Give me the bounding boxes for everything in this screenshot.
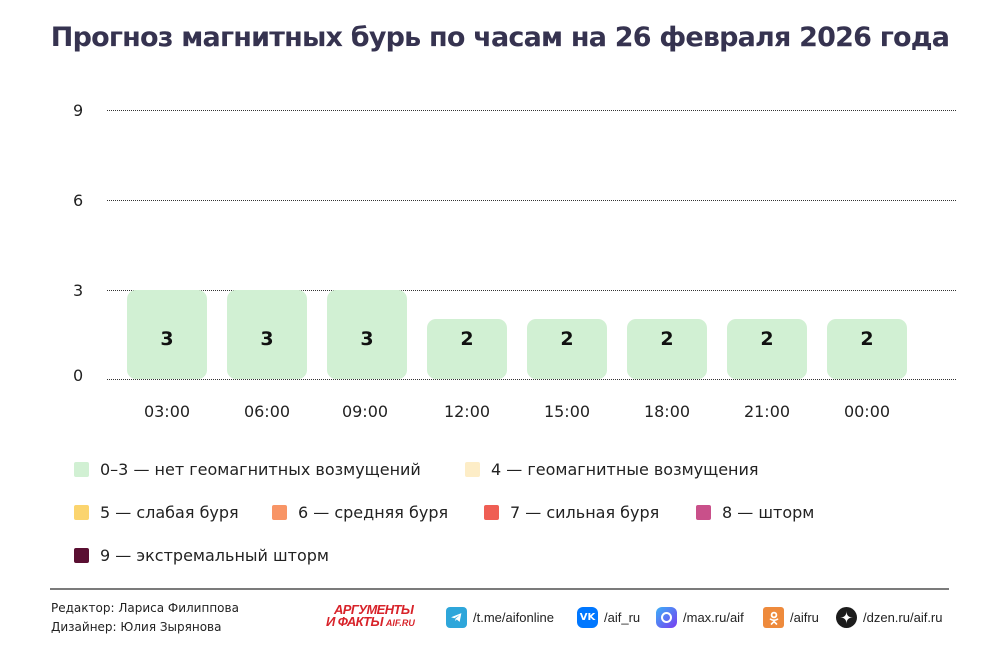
gridline-3 [107, 290, 956, 291]
dzen-icon [836, 607, 857, 628]
bar-value: 2 [560, 328, 574, 350]
social-label: /max.ru/aif [683, 610, 744, 625]
swatch-red [484, 505, 499, 520]
swatch-cream [465, 462, 480, 477]
aif-logo[interactable]: АРГУМЕНТЫ И ФАКТЫ AIF.RU [326, 602, 436, 630]
y-tick-6: 6 [73, 191, 84, 210]
legend-item-4: 4 — геомагнитные возмущения [465, 460, 759, 479]
editor-credit: Редактор: Лариса Филиппова [51, 601, 239, 615]
x-tick: 06:00 [243, 402, 291, 421]
legend-label: 9 — экстремальный шторм [100, 546, 329, 565]
social-label: /dzen.ru/aif.ru [863, 610, 943, 625]
bar-0300: 3 [127, 290, 207, 379]
legend-label: 0–3 — нет геомагнитных возмущений [100, 460, 421, 479]
social-max[interactable]: /max.ru/aif [656, 607, 744, 628]
bar-1800: 2 [627, 319, 707, 379]
social-vk[interactable]: VK /aif_ru [577, 607, 640, 628]
legend-label: 6 — средняя буря [298, 503, 449, 522]
bar-value: 3 [260, 328, 274, 350]
swatch-dark-maroon [74, 548, 89, 563]
x-tick: 03:00 [143, 402, 191, 421]
swatch-magenta [696, 505, 711, 520]
social-telegram[interactable]: /t.me/aifonline [446, 607, 554, 628]
gridline-0 [107, 379, 956, 380]
bar-1500: 2 [527, 319, 607, 379]
logo-line2: И ФАКТЫ [326, 614, 384, 629]
x-tick: 12:00 [443, 402, 491, 421]
social-label: /t.me/aifonline [473, 610, 554, 625]
legend-item-5: 5 — слабая буря [74, 503, 239, 522]
legend-item-0-3: 0–3 — нет геомагнитных возмущений [74, 460, 421, 479]
legend-label: 8 — шторм [722, 503, 815, 522]
bar-2100: 2 [727, 319, 807, 379]
x-tick: 00:00 [843, 402, 891, 421]
credits: Редактор: Лариса Филиппова Дизайнер: Юли… [51, 599, 239, 637]
legend-item-8: 8 — шторм [696, 503, 814, 522]
swatch-green [74, 462, 89, 477]
y-tick-3: 3 [73, 281, 84, 300]
legend-item-7: 7 — сильная буря [484, 503, 659, 522]
social-label: /aifru [790, 610, 819, 625]
vk-icon: VK [577, 607, 598, 628]
legend-label: 7 — сильная буря [510, 503, 660, 522]
telegram-icon [446, 607, 467, 628]
bar-value: 2 [860, 328, 874, 350]
y-tick-9: 9 [73, 101, 84, 120]
social-label: /aif_ru [604, 610, 641, 625]
bar-value: 3 [360, 328, 374, 350]
x-tick: 09:00 [341, 402, 389, 421]
logo-site: AIF.RU [385, 618, 415, 628]
designer-credit: Дизайнер: Юлия Зырянова [51, 620, 222, 634]
bar-value: 3 [160, 328, 174, 350]
footer-divider [50, 588, 949, 590]
max-icon [656, 607, 677, 628]
x-tick: 18:00 [643, 402, 691, 421]
gridline-9 [107, 110, 956, 111]
bar-value: 2 [760, 328, 774, 350]
social-dzen[interactable]: /dzen.ru/aif.ru [836, 607, 943, 628]
logo-line1: АРГУМЕНТЫ [334, 602, 414, 617]
bar-0600: 3 [227, 290, 307, 379]
bar-value: 2 [660, 328, 674, 350]
gridline-6 [107, 200, 956, 201]
odnoklassniki-icon [763, 607, 784, 628]
x-tick: 15:00 [543, 402, 591, 421]
swatch-yellow [74, 505, 89, 520]
swatch-orange [272, 505, 287, 520]
bar-1200: 2 [427, 319, 507, 379]
bar-0000: 2 [827, 319, 907, 379]
x-tick: 21:00 [743, 402, 791, 421]
chart-title: Прогноз магнитных бурь по часам на 26 фе… [50, 22, 950, 53]
legend-label: 4 — геомагнитные возмущения [491, 460, 759, 479]
social-ok[interactable]: /aifru [763, 607, 819, 628]
y-tick-0: 0 [73, 366, 84, 385]
bar-0900: 3 [327, 290, 407, 379]
bar-value: 2 [460, 328, 474, 350]
legend-label: 5 — слабая буря [100, 503, 239, 522]
bar-chart: 9 6 3 0 3 3 3 2 2 2 2 2 03:00 06:00 09:0… [73, 101, 956, 421]
legend-item-9: 9 — экстремальный шторм [74, 546, 329, 565]
legend-item-6: 6 — средняя буря [272, 503, 448, 522]
